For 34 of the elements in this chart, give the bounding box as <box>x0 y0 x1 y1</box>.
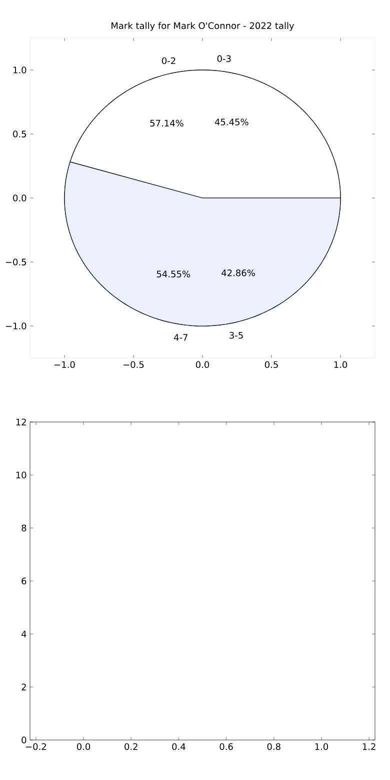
x-tick-label: −0.5 <box>124 361 144 368</box>
y-tick-label: 8 <box>22 524 26 532</box>
x-tick-label: −0.2 <box>26 743 46 750</box>
x-tick-label: 0.8 <box>267 743 280 750</box>
data-label: 42.86% <box>222 269 255 276</box>
y-tick-label: 4 <box>22 630 26 638</box>
data-label: 45.45% <box>214 118 248 126</box>
y-tick-label: 0 <box>22 736 26 744</box>
data-label: 57.14% <box>150 120 184 127</box>
y-tick-label: 12 <box>16 418 26 426</box>
x-tick-label: 0.6 <box>220 743 233 750</box>
y-tick-label: 2 <box>22 684 26 690</box>
chart-title: Mark tally for Mark O'Connor - 2022 tally <box>112 22 294 31</box>
y-tick-label: 0.0 <box>13 194 26 202</box>
slice-label: 3-5 <box>230 332 243 339</box>
y-tick-label: −0.5 <box>6 258 26 266</box>
x-tick-label: 0.0 <box>196 361 210 368</box>
x-tick-label: −1.0 <box>54 361 75 368</box>
x-tick-label: 0.2 <box>124 743 138 750</box>
slice-label: 0-2 <box>162 57 176 64</box>
x-tick-label: 0.0 <box>76 743 90 750</box>
y-tick-label: 1.0 <box>13 66 26 74</box>
x-tick-label: 0.5 <box>264 361 278 368</box>
y-tick-label: 0.5 <box>13 130 26 138</box>
slice-label: 4-7 <box>174 334 188 341</box>
x-tick-label: 1.0 <box>334 361 348 368</box>
slice-label: 0-3 <box>217 55 231 62</box>
y-tick-label: 10 <box>16 472 26 478</box>
data-label: 54.55% <box>156 270 190 278</box>
x-tick-label: 1.2 <box>362 743 376 750</box>
x-tick-label: 0.4 <box>172 743 186 750</box>
y-tick-label: 6 <box>22 578 26 584</box>
x-tick-label: 1.0 <box>315 743 328 750</box>
y-tick-label: −1.0 <box>6 322 26 330</box>
